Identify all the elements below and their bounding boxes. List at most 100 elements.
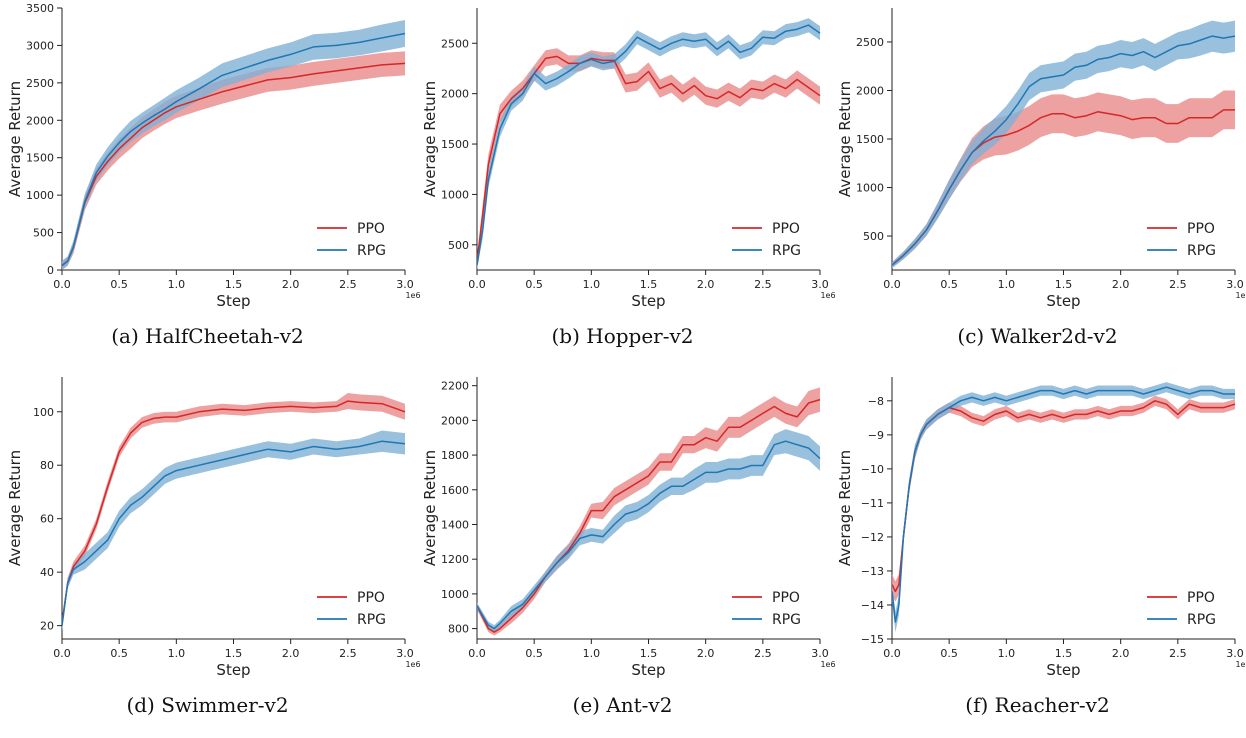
x-tick-label: 2.5	[339, 647, 357, 660]
x-axis-label: Step	[1046, 292, 1080, 310]
y-tick-label: 800	[448, 623, 469, 636]
y-tick-label: 1000	[441, 188, 469, 201]
series-line-rpg	[477, 440, 821, 630]
x-exponent-label: 1e6	[1235, 660, 1246, 669]
x-tick-label: 0.5	[525, 647, 543, 660]
series-band-ppo	[477, 48, 820, 268]
y-tick-label: 1000	[26, 189, 54, 202]
y-tick-label: −15	[861, 633, 884, 646]
y-tick-label: 2000	[856, 84, 884, 97]
y-tick-label: 1200	[441, 553, 469, 566]
x-tick-label: 2.0	[697, 647, 715, 660]
legend-label-ppo: PPO	[1187, 590, 1215, 606]
legend-label-rpg: RPG	[1187, 243, 1216, 259]
x-tick-label: 3.0	[811, 647, 829, 660]
x-exponent-label: 1e6	[405, 660, 420, 669]
y-tick-label: 2000	[26, 114, 54, 127]
series-line-ppo	[62, 62, 406, 267]
x-tick-label: 2.0	[1112, 278, 1130, 291]
series-band-rpg	[62, 20, 405, 270]
y-tick-label: 20	[40, 620, 54, 633]
y-axis-label: Average Return	[836, 450, 854, 566]
y-tick-label: −12	[861, 531, 884, 544]
x-tick-label: 0.0	[468, 278, 486, 291]
x-tick-label: 2.5	[1169, 647, 1187, 660]
y-tick-label: −11	[861, 497, 884, 510]
legend-label-rpg: RPG	[1187, 612, 1216, 628]
panel-caption: (a) HalfCheetah-v2	[111, 324, 304, 348]
y-axis-label: Average Return	[421, 450, 439, 566]
x-tick-label: 0.0	[883, 278, 901, 291]
x-axis-label: Step	[216, 292, 250, 310]
x-tick-label: 3.0	[811, 278, 829, 291]
y-tick-label: −10	[861, 463, 884, 476]
y-tick-label: 2200	[441, 380, 469, 393]
chart-panel: 0 500 1000 1500 2000 2500 3000 3500 0.0 0.5 1.0 1.5…	[0, 0, 421, 369]
series-line-ppo	[892, 400, 1236, 593]
series-band-ppo	[892, 90, 1235, 269]
x-axis-label: Step	[631, 292, 665, 310]
series-line-rpg	[62, 440, 406, 626]
x-tick-label: 1.5	[225, 647, 243, 660]
chart-panel: 20 40 60 80 100 0.0 0.5 1.0 1.5 2.0 2.5 3.0 1e6 Step A…	[0, 369, 421, 738]
x-tick-label: 0.5	[110, 647, 128, 660]
x-tick-label: 1.0	[168, 647, 186, 660]
y-tick-label: −9	[868, 429, 884, 442]
x-tick-label: 1.5	[1055, 647, 1073, 660]
x-tick-label: 1.5	[640, 647, 658, 660]
series-band-ppo	[892, 395, 1235, 602]
x-tick-label: 0.0	[53, 278, 71, 291]
x-tick-label: 0.5	[940, 278, 958, 291]
y-tick-label: 1000	[441, 588, 469, 601]
y-tick-label: 2000	[441, 88, 469, 101]
series-line-rpg	[892, 35, 1236, 266]
chart-panel: −15 −14 −13 −12 −11 −10 −9 −8 0.0 0.5 1.0 1.5 2.0 2.5…	[830, 369, 1246, 738]
y-tick-label: 500	[863, 230, 884, 243]
panel-caption: (e) Ant-v2	[572, 693, 673, 717]
x-tick-label: 3.0	[396, 647, 414, 660]
y-axis-label: Average Return	[6, 81, 24, 197]
series-line-ppo	[62, 400, 406, 624]
y-axis-label: Average Return	[836, 81, 854, 197]
y-tick-label: 1600	[441, 484, 469, 497]
series-line-rpg	[892, 386, 1235, 623]
y-tick-label: 2500	[26, 77, 54, 90]
x-tick-label: 0.0	[883, 647, 901, 660]
x-tick-label: 2.0	[1112, 647, 1130, 660]
y-axis-label: Average Return	[6, 450, 24, 566]
x-tick-label: 2.5	[339, 278, 357, 291]
chart-svg: −15 −14 −13 −12 −11 −10 −9 −8 0.0 0.5 1.0 1.5 2.0 2.5…	[836, 377, 1246, 679]
y-tick-label: 2000	[441, 414, 469, 427]
x-tick-label: 0.0	[53, 647, 71, 660]
y-tick-label: 3000	[26, 39, 54, 52]
y-tick-label: 1500	[856, 133, 884, 146]
x-tick-label: 0.0	[468, 647, 486, 660]
chart-panel: 800 1000 1200 1400 1600 1800 2000 2200 0.0 0.5 1.0…	[415, 369, 836, 738]
legend-label-rpg: RPG	[357, 243, 386, 259]
y-tick-label: 2500	[856, 36, 884, 49]
x-tick-label: 2.0	[282, 278, 300, 291]
legend-label-ppo: PPO	[772, 221, 800, 237]
x-tick-label: 1.5	[640, 278, 658, 291]
y-tick-label: 500	[33, 227, 54, 240]
y-tick-label: 40	[40, 566, 54, 579]
x-tick-label: 2.5	[754, 278, 772, 291]
legend-label-rpg: RPG	[772, 243, 801, 259]
y-tick-label: 2500	[441, 37, 469, 50]
legend-label-ppo: PPO	[1187, 221, 1215, 237]
x-tick-label: 1.5	[1055, 278, 1073, 291]
y-tick-label: 1500	[26, 152, 54, 165]
series-band-ppo	[62, 393, 405, 629]
x-exponent-label: 1e6	[820, 291, 835, 300]
y-tick-label: −14	[861, 599, 884, 612]
x-tick-label: 2.0	[282, 647, 300, 660]
x-tick-label: 3.0	[1226, 647, 1244, 660]
x-tick-label: 1.0	[168, 278, 186, 291]
x-tick-label: 1.0	[583, 647, 601, 660]
series-band-rpg	[892, 20, 1235, 269]
chart-panel: 500 1000 1500 2000 2500 0.0 0.5 1.0 1.5 2.0 2.5 3.0…	[830, 0, 1246, 369]
y-tick-label: 500	[448, 239, 469, 252]
x-tick-label: 1.0	[583, 278, 601, 291]
